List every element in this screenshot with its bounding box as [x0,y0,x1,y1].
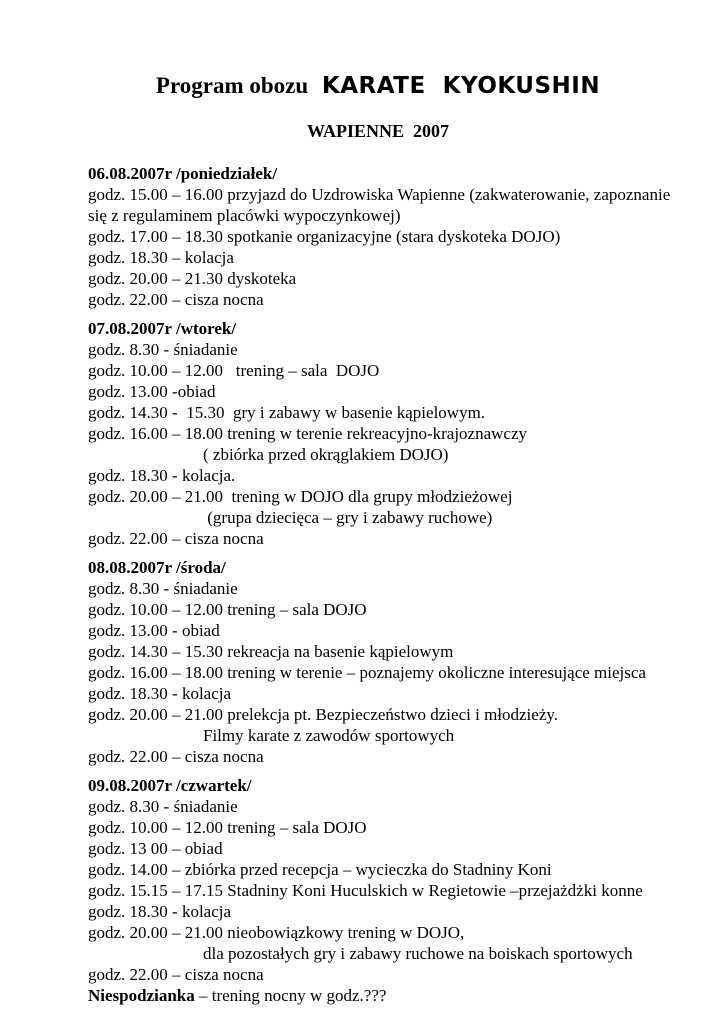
schedule-line: godz. 13.00 -obiad [88,382,216,401]
schedule-line: godz. 17.00 – 18.30 spotkanie organizacy… [88,227,561,246]
schedule-line: godz. 22.00 – cisza nocna [88,290,264,309]
schedule-line: godz. 18.30 - kolacja [88,684,232,703]
day-header: 06.08.2007r /poniedziałek/ [88,164,278,183]
schedule-line: godz. 16.00 – 18.00 trening w terenie – … [88,663,646,682]
schedule-line: godz. 20.00 – 21.00 prelekcja pt. Bezpie… [88,705,559,724]
schedule-line: godz. 8.30 - śniadanie [88,579,238,598]
schedule-line: godz. 14.30 - 15.30 gry i zabawy w basen… [88,403,486,422]
schedule-line: godz. 15.15 – 17.15 Stadniny Koni Huculs… [88,881,643,900]
day-header: 08.08.2007r /środa/ [88,558,226,577]
schedule-line-bold: Niespodzianka [88,986,195,1005]
schedule-line: godz. 14.30 – 15.30 rekreacja na basenie… [88,642,454,661]
schedule-line: godz. 18.30 – kolacja [88,248,234,267]
document-subtitle: WAPIENNE 2007 [306,121,449,141]
schedule-line: się z regulaminem placówki wypoczynkowej… [88,206,401,225]
schedule-line: godz. 14.00 – zbiórka przed recepcja – w… [88,860,552,879]
day-section: 09.08.2007r /czwartek/ godz. 8.30 - śnia… [88,775,668,1006]
document-title: Program obozu KARATE KYOKUSHIN [88,72,668,100]
schedule-line: godz. 20.00 – 21.00 nieobowiązkowy treni… [88,923,465,942]
day-section: 07.08.2007r /wtorek/ godz. 8.30 - śniada… [88,318,668,549]
schedule-line: ( zbiórka przed okrąglakiem DOJO) [203,445,449,464]
schedule-line: godz. 18.30 - kolacja. [88,466,236,485]
title-prefix: Program obozu [155,73,314,98]
schedule-line: godz. 10.00 – 12.00 trening – sala DOJO [88,818,367,837]
schedule-line: godz. 13 00 – obiad [88,839,223,858]
day-section: 08.08.2007r /środa/ godz. 8.30 - śniadan… [88,557,668,767]
schedule-line: dla pozostałych gry i zabawy ruchowe na … [203,944,633,963]
day-header: 09.08.2007r /czwartek/ [88,776,252,795]
schedule-line: Filmy karate z zawodów sportowych [203,726,455,745]
schedule-line: godz. 10.00 – 12.00 trening – sala DOJO [88,361,380,380]
day-header: 07.08.2007r /wtorek/ [88,319,237,338]
schedule-line: godz. 16.00 – 18.00 trening w terenie re… [88,424,527,443]
schedule-line: godz. 22.00 – cisza nocna [88,747,264,766]
day-section: 06.08.2007r /poniedziałek/ godz. 15.00 –… [88,163,671,310]
schedule-line: godz. 15.00 – 16.00 przyjazd do Uzdrowis… [88,185,671,204]
schedule-line: godz. 22.00 – cisza nocna [88,529,264,548]
schedule: 06.08.2007r /poniedziałek/ godz. 15.00 –… [88,163,671,1006]
schedule-line: godz. 20.00 – 21.30 dyskoteka [88,269,297,288]
schedule-line: godz. 13.00 - obiad [88,621,220,640]
schedule-line: godz. 18.30 - kolacja [88,902,232,921]
schedule-line: godz. 20.00 – 21.00 trening w DOJO dla g… [88,487,513,506]
schedule-line: (grupa dziecięca – gry i zabawy ruchowe) [203,508,493,527]
schedule-line: godz. 10.00 – 12.00 trening – sala DOJO [88,600,367,619]
schedule-line: godz. 8.30 - śniadanie [88,340,238,359]
schedule-line: godz. 22.00 – cisza nocna [88,965,264,984]
title-main: KARATE KYOKUSHIN [321,73,601,99]
schedule-line: Niespodzianka – trening nocny w godz.??? [88,986,387,1005]
schedule-line: godz. 8.30 - śniadanie [88,797,238,816]
